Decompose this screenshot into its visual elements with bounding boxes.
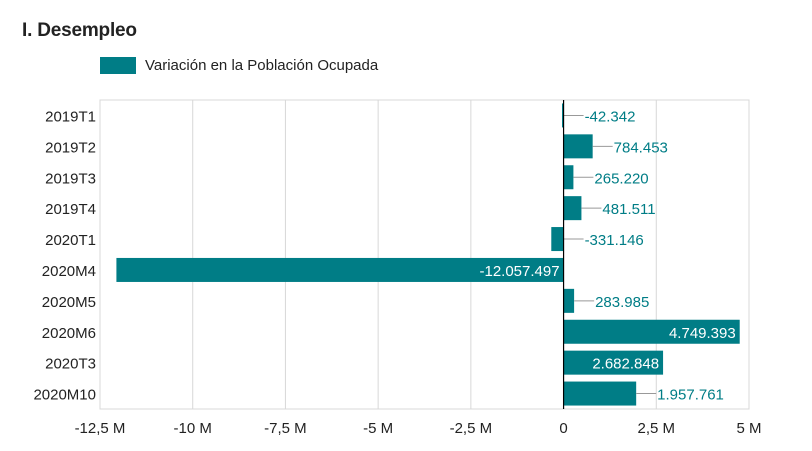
data-label: -42.342 — [585, 108, 636, 125]
bar — [563, 350, 664, 375]
category-label: 2020M4 — [42, 263, 96, 280]
category-label: 2019T3 — [45, 170, 96, 187]
bar — [116, 257, 564, 282]
bar — [563, 196, 582, 221]
data-label: 784.453 — [614, 139, 668, 156]
data-label: 4.749.393 — [669, 325, 736, 342]
category-label: 2020M10 — [33, 387, 96, 404]
category-label: 2020T1 — [45, 232, 96, 249]
data-label: 1.957.761 — [657, 387, 724, 404]
x-tick-label: -5 M — [363, 420, 393, 437]
chart-title: I. Desempleo — [22, 20, 137, 41]
x-tick-label: -2,5 M — [450, 420, 493, 437]
bar — [563, 288, 575, 313]
bar — [562, 103, 564, 128]
bar — [563, 165, 574, 190]
legend[interactable]: Variación en la Población Ocupada — [100, 57, 378, 74]
bar — [563, 134, 593, 159]
bar — [563, 381, 637, 406]
category-label: 2020T3 — [45, 356, 96, 373]
bar — [563, 319, 740, 344]
legend-swatch — [100, 57, 136, 74]
x-tick-label: -12,5 M — [75, 420, 126, 437]
category-label: 2020M6 — [42, 325, 96, 342]
bar — [551, 227, 564, 252]
data-label: 283.985 — [595, 294, 649, 311]
category-label: 2019T4 — [45, 201, 96, 218]
x-tick-label: 0 — [559, 420, 567, 437]
data-label: 481.511 — [602, 201, 655, 218]
x-tick-label: -10 M — [174, 420, 212, 437]
x-tick-label: -7,5 M — [264, 420, 307, 437]
legend-label: Variación en la Población Ocupada — [145, 57, 379, 74]
category-label: 2019T1 — [45, 108, 96, 125]
x-tick-label: 5 M — [736, 420, 761, 437]
category-label: 2019T2 — [45, 139, 96, 156]
data-label: 265.220 — [594, 170, 648, 187]
category-label: 2020M5 — [42, 294, 96, 311]
data-label: 2.682.848 — [592, 356, 659, 373]
data-label: -331.146 — [585, 232, 644, 249]
x-tick-label: 2,5 M — [638, 420, 676, 437]
data-label: -12.057.497 — [479, 263, 559, 280]
